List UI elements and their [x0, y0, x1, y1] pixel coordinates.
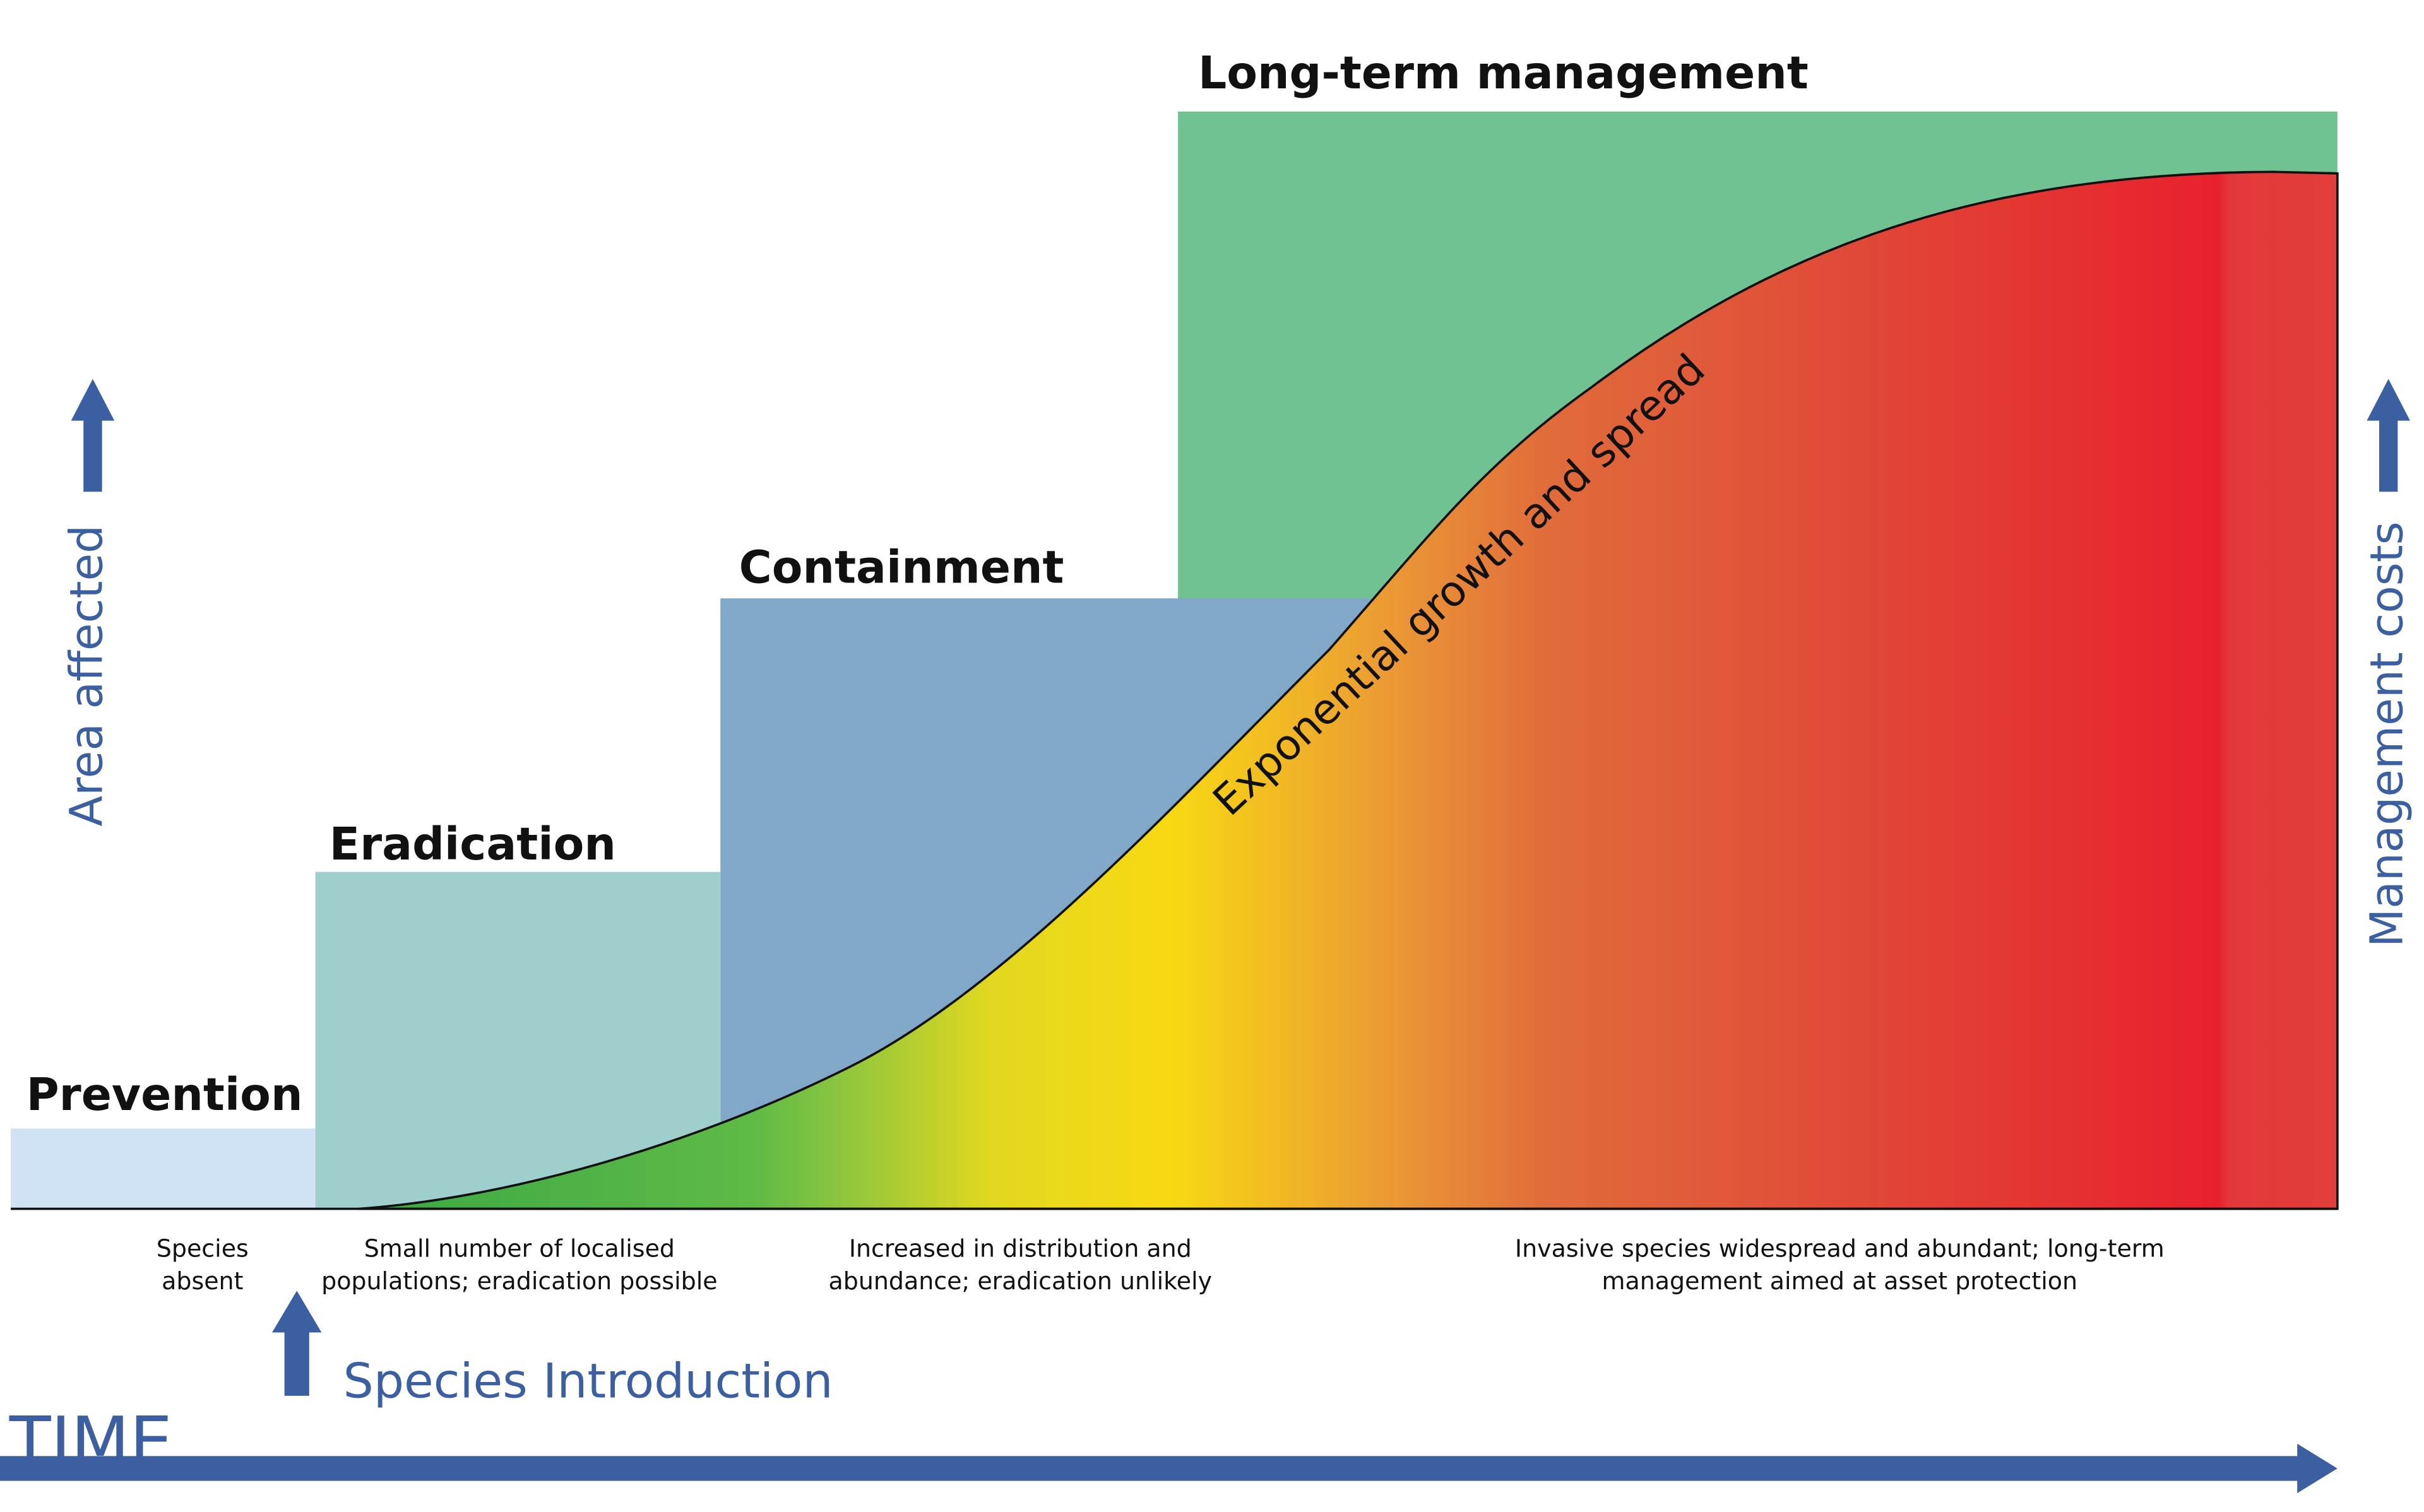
up-arrow: [272, 1291, 322, 1396]
stage-description: Invasive species widespread and abundant…: [1515, 1234, 2165, 1262]
growth-curve: [359, 170, 2339, 1210]
left-axis-label: Area affected: [61, 525, 113, 827]
stage-description: absent: [162, 1267, 243, 1295]
time-arrow: [0, 1443, 2338, 1494]
right-axis-label: Management costs: [2361, 521, 2413, 947]
prevention-box: [11, 1128, 316, 1209]
stage-label: Prevention: [27, 1068, 303, 1121]
stage-description: Species: [157, 1234, 249, 1262]
stage-description: populations; eradication possible: [321, 1267, 717, 1295]
stage-description: abundance; eradication unlikely: [829, 1267, 1213, 1295]
stage-label: Eradication: [330, 818, 616, 870]
stage-description: Increased in distribution and: [849, 1234, 1192, 1262]
stage-description: management aimed at asset protection: [1602, 1267, 2077, 1295]
up-arrow: [71, 379, 115, 492]
stage-label: Containment: [739, 541, 1064, 594]
stage-description: Small number of localised: [364, 1234, 675, 1262]
introduction-label: Species Introduction: [343, 1353, 833, 1409]
stage-label: Long-term management: [1198, 47, 1809, 99]
up-arrow: [2367, 379, 2410, 492]
